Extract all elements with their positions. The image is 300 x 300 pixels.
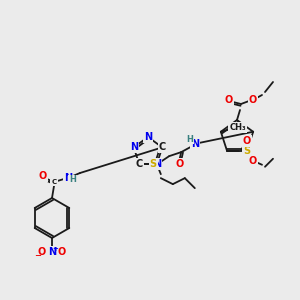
Text: S: S bbox=[150, 159, 157, 169]
Text: S: S bbox=[243, 146, 250, 156]
Text: H: H bbox=[69, 176, 76, 184]
Text: +: + bbox=[52, 246, 59, 252]
Text: N: N bbox=[48, 247, 56, 257]
Text: O: O bbox=[225, 95, 233, 105]
Text: O: O bbox=[39, 171, 47, 181]
Text: C: C bbox=[51, 179, 57, 185]
Text: N: N bbox=[144, 132, 152, 142]
Text: N: N bbox=[191, 139, 199, 149]
Text: H: H bbox=[187, 135, 194, 144]
Text: O: O bbox=[249, 156, 257, 166]
Text: C: C bbox=[136, 159, 143, 169]
Text: C: C bbox=[159, 142, 166, 152]
Text: O: O bbox=[175, 159, 183, 169]
Text: N: N bbox=[64, 173, 72, 183]
Text: O: O bbox=[243, 136, 251, 146]
Text: CH₃: CH₃ bbox=[230, 123, 246, 132]
Text: −: − bbox=[34, 251, 41, 260]
Text: O: O bbox=[58, 247, 66, 257]
Text: O: O bbox=[38, 247, 46, 257]
Text: N: N bbox=[153, 159, 161, 169]
Text: N: N bbox=[130, 142, 138, 152]
Text: O: O bbox=[249, 95, 257, 105]
